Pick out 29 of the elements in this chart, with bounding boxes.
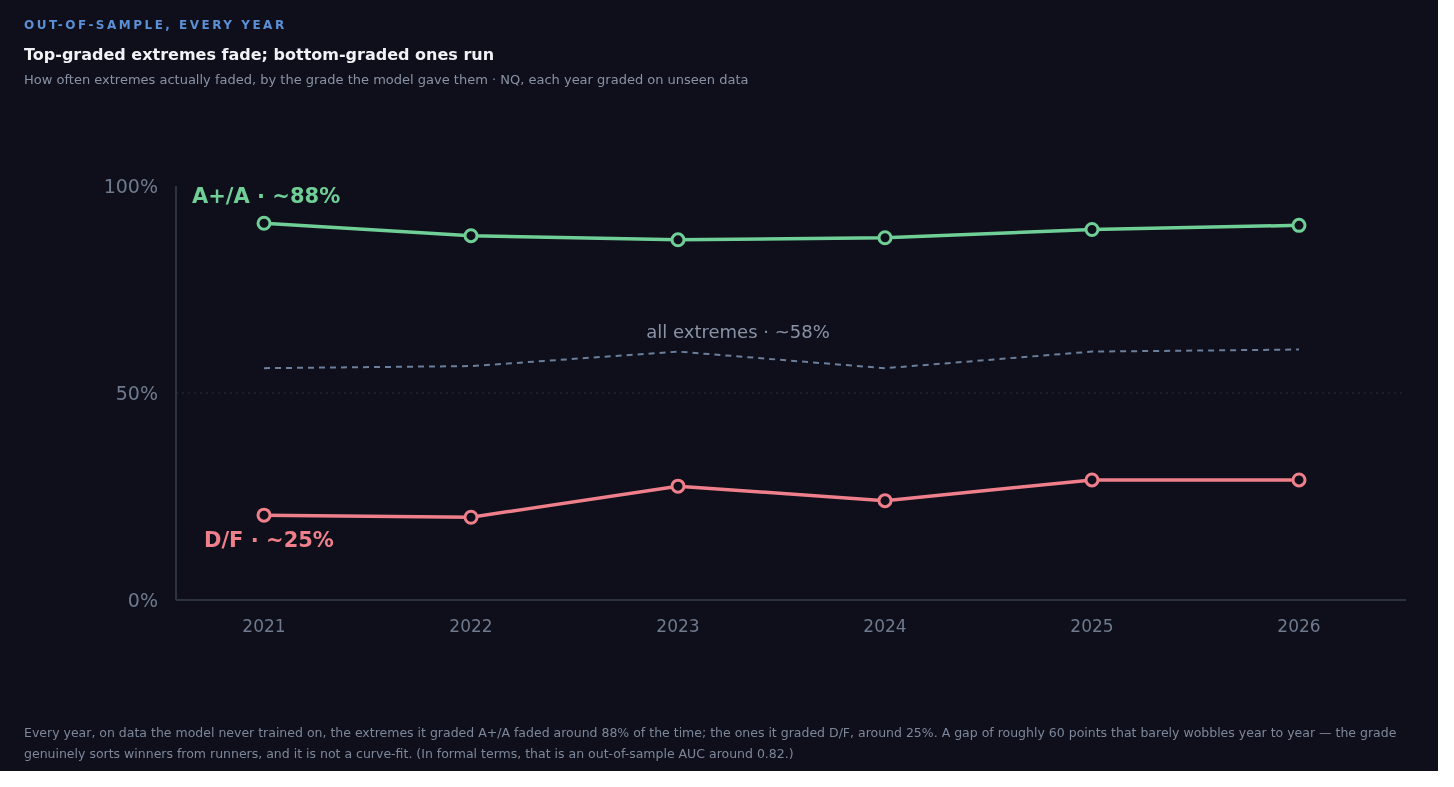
series-label: A+/A · ~88%: [192, 184, 341, 209]
y-tick-label: 50%: [115, 381, 158, 404]
x-tick-label: 2025: [1070, 616, 1114, 637]
text: OUT-OF-SAMPLE, EVERY YEAR: [24, 18, 287, 32]
point: [877, 493, 893, 509]
point: [463, 509, 479, 525]
point: [1084, 221, 1100, 237]
point: [670, 478, 686, 494]
point: [256, 507, 272, 523]
x-tick-label: 2026: [1277, 616, 1321, 637]
point: [1291, 217, 1307, 233]
point: [1084, 472, 1100, 488]
y-tick-label: 100%: [103, 174, 158, 197]
chart-subtitle: How often extremes actually faded, by the grade the model gave them · NQ, each year graded on unseen data: [24, 72, 749, 87]
text: Every year, on data the model never trained on, the extremes it graded A+/A faded around 88% of the time; the ones it graded D/F, around 25%. A gap of roughly 60 points that barely wobbles year to year — the grade genuinely sorts winners from runners, and it is not a curve-fit. (In formal terms, that is an out-of-sample AUC around 0.82.): [24, 724, 1398, 763]
chart-title: Top-graded extremes fade; bottom-graded ones run: [24, 45, 495, 64]
x-tick-label: 2023: [656, 616, 700, 637]
x-tick-label: 2022: [449, 616, 493, 637]
point: [670, 232, 686, 248]
point: [256, 215, 272, 231]
y-tick-label: 0%: [127, 588, 158, 611]
line-series: [263, 348, 1300, 370]
point: [463, 228, 479, 244]
x-tick-label: 2021: [242, 616, 286, 637]
series-label: D/F · ~25%: [204, 528, 334, 553]
series-label: all extremes · ~58%: [646, 320, 830, 342]
point: [877, 230, 893, 246]
x-tick-label: 2024: [863, 616, 907, 637]
point: [1291, 472, 1307, 488]
